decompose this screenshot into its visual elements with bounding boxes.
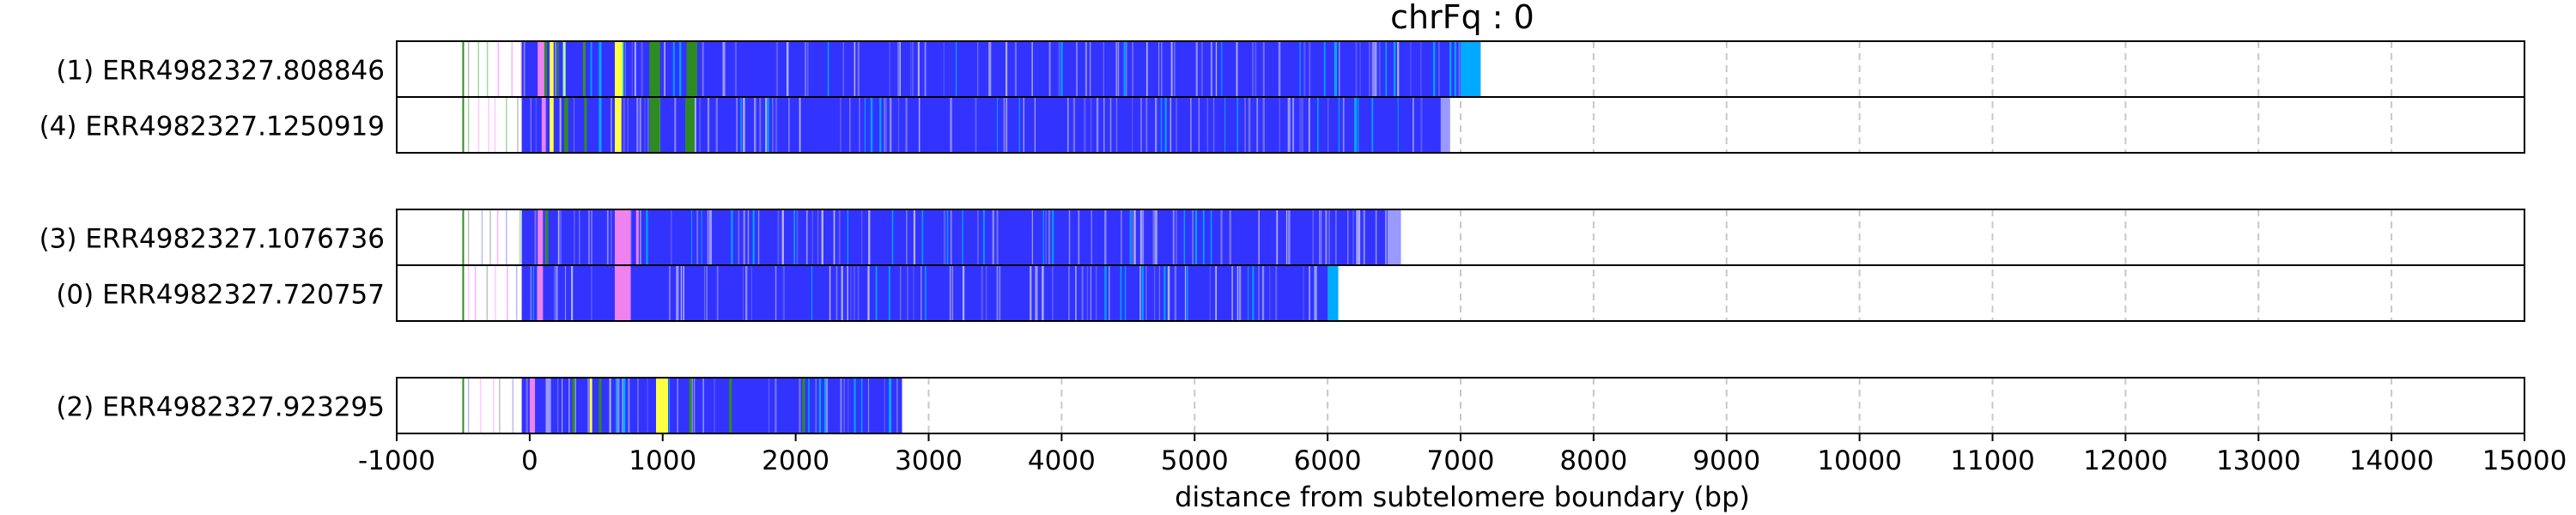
x-tick-label: 6000 (1294, 445, 1362, 476)
read-segment (988, 42, 992, 96)
read-label: (4) ERR4982327.1250919 (39, 112, 385, 142)
read-segment (635, 210, 639, 264)
read-segment (598, 98, 602, 152)
x-tick-label: 8000 (1559, 445, 1627, 476)
read-label: (2) ERR4982327.923295 (56, 392, 385, 423)
x-tick-label: 7000 (1427, 445, 1495, 476)
read-segment (1314, 266, 1317, 320)
x-tick-label: 5000 (1161, 445, 1229, 476)
read-label: (1) ERR4982327.808846 (56, 56, 385, 87)
read-segment (1374, 42, 1377, 96)
read-segment (1387, 210, 1401, 264)
read-segment (614, 210, 631, 264)
read-segment (598, 42, 602, 96)
read-track: (0) ERR4982327.720757 (56, 264, 2525, 322)
read-track: (1) ERR4982327.808846 (56, 40, 2525, 98)
read-track: (2) ERR4982327.923295 (56, 377, 2525, 434)
x-tick-label: 0 (521, 445, 538, 476)
read-track: (3) ERR4982327.1076736 (39, 209, 2525, 266)
read-segment (656, 379, 668, 433)
read-bar (521, 379, 902, 433)
read-segment (1461, 42, 1481, 96)
read-segment (541, 98, 546, 152)
read-segment (729, 379, 732, 433)
read-segment (589, 379, 592, 433)
read-segment (676, 266, 679, 320)
read-segment (545, 379, 551, 433)
read-bar (521, 42, 1481, 96)
x-tick-label: 1000 (629, 445, 696, 476)
read-bar (521, 210, 1401, 264)
read-segment (649, 98, 660, 152)
read-bar (521, 266, 1339, 320)
x-axis: -1000 0 1000 2000 3000 4000 5000 6000 7000 8000 90… (358, 433, 2567, 476)
track-frame (396, 96, 2525, 154)
x-tick-label: 15000 (2482, 445, 2567, 476)
read-segment (689, 379, 692, 433)
read-segment (544, 42, 548, 96)
read-segment (685, 98, 695, 152)
chart-title: chrFq : 0 (1390, 0, 1534, 36)
x-axis-label: distance from subtelomere boundary (bp) (1175, 481, 1750, 513)
x-tick-label: 3000 (895, 445, 963, 476)
read-bar (521, 98, 1450, 152)
read-track: (4) ERR4982327.1250919 (39, 96, 2525, 154)
read-segment (1354, 98, 1358, 152)
x-tick-label: 12000 (2083, 445, 2168, 476)
read-segment (538, 210, 544, 264)
read-segment (598, 379, 602, 433)
x-tick-label: -1000 (358, 445, 435, 476)
read-segment (582, 42, 586, 96)
read-segment (529, 379, 536, 433)
read-segment (564, 98, 568, 152)
x-tick-label: 4000 (1028, 445, 1096, 476)
read-segment (550, 42, 554, 96)
read-segment (1287, 98, 1291, 152)
read-segment (562, 42, 566, 96)
read-segment (584, 98, 587, 152)
read-segment (538, 266, 544, 320)
read-segment (545, 210, 549, 264)
read-segment (889, 379, 892, 433)
read-label: (0) ERR4982327.720757 (56, 280, 385, 311)
read-segment (538, 42, 544, 96)
read-segment (686, 42, 698, 96)
x-tick-label: 13000 (2216, 445, 2301, 476)
read-segment (1035, 266, 1038, 320)
read-segment (614, 98, 622, 152)
x-tick-label: 11000 (1950, 445, 2035, 476)
read-segment (614, 42, 623, 96)
read-segment (649, 42, 660, 96)
read-segment (572, 379, 575, 433)
read-segment (708, 210, 713, 264)
x-tick-label: 2000 (762, 445, 829, 476)
read-segment (1327, 266, 1339, 320)
x-tick-label: 14000 (2349, 445, 2434, 476)
read-segment (722, 42, 726, 96)
read-segment (550, 98, 554, 152)
read-segment (614, 266, 631, 320)
track-frame (396, 264, 2525, 322)
read-segment (1334, 42, 1337, 96)
read-segment (1154, 210, 1157, 264)
read-segment (1440, 98, 1450, 152)
read-segment (556, 42, 559, 96)
read-segment (623, 379, 626, 433)
read-segment (802, 379, 805, 433)
x-tick-label: 10000 (1817, 445, 1902, 476)
tracks-layer: (1) ERR4982327.808846 (4) ERR4982327.1250… (39, 40, 2525, 434)
x-tick-label: 9000 (1692, 445, 1760, 476)
read-label: (3) ERR4982327.1076736 (39, 224, 385, 255)
